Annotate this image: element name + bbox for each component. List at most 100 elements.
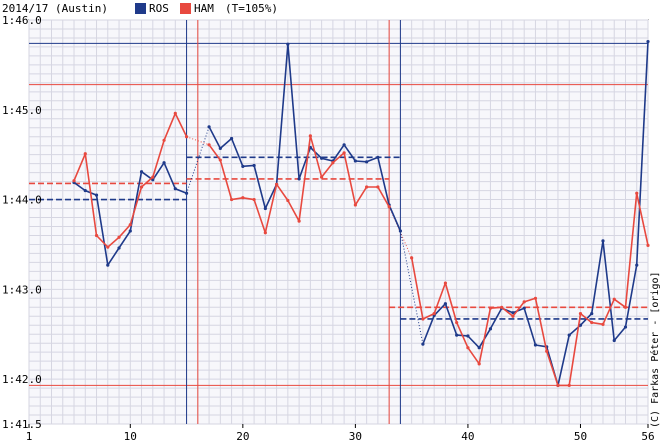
data-point-ham	[500, 305, 504, 309]
data-point-ham	[308, 134, 312, 138]
data-point-ros	[218, 146, 222, 150]
tick-labels: 1:41.5 1:42.0 1:43.0 1:44.0 1:45.0 1:46.0 1 10 2…	[2, 14, 655, 443]
data-point-ros	[635, 263, 639, 267]
data-point-ros	[511, 311, 515, 315]
data-point-ham	[320, 175, 324, 179]
data-point-ros	[455, 333, 459, 337]
data-point-ham	[466, 346, 470, 350]
data-point-ham	[162, 138, 166, 142]
data-point-ham	[151, 175, 155, 179]
data-point-ros	[590, 311, 594, 316]
data-point-ros	[342, 143, 346, 147]
data-point-ham	[477, 362, 481, 366]
legend-swatch-ham	[180, 3, 191, 14]
data-point-ros	[286, 42, 290, 46]
data-point-ros	[601, 239, 605, 243]
data-point-ham	[128, 223, 132, 227]
data-point-ham	[612, 297, 616, 301]
data-point-ros	[488, 327, 493, 331]
x-tick-label: 1	[26, 430, 33, 443]
y-tick-label: 1:42.0	[2, 373, 42, 386]
gap-link-ham	[186, 136, 210, 146]
data-point-ros	[533, 343, 538, 347]
data-point-ham	[601, 322, 605, 326]
data-point-ros	[477, 346, 481, 350]
data-point-ham	[331, 161, 335, 165]
data-point-ros	[578, 323, 583, 327]
data-point-ham	[173, 111, 177, 115]
data-point-ham	[522, 300, 526, 304]
data-point-ros	[252, 163, 256, 168]
data-point-ros	[162, 161, 166, 165]
legend-swatch-ros	[135, 3, 146, 14]
data-point-ham	[421, 317, 425, 321]
series-line-ham	[410, 192, 649, 387]
gap-link-ros	[399, 230, 424, 345]
pit-stop-lines	[186, 20, 401, 424]
data-point-ham	[511, 314, 515, 318]
data-point-ham	[376, 185, 380, 189]
legend-label-ros: ROS	[149, 2, 169, 15]
stint-averages	[29, 156, 648, 320]
data-point-ham	[252, 197, 256, 202]
data-point-ham	[488, 306, 493, 310]
data-point-ros	[83, 188, 87, 193]
data-point-ham	[635, 191, 639, 195]
x-tick-label: 40	[461, 430, 474, 443]
data-point-ham	[578, 311, 583, 316]
data-point-ham	[94, 233, 99, 238]
data-point-ham	[218, 158, 222, 162]
data-point-ham	[139, 185, 144, 189]
data-point-ros	[297, 177, 301, 181]
data-point-ros	[365, 160, 369, 164]
data-point-ham	[533, 296, 538, 300]
data-point-ham	[297, 219, 301, 223]
y-tick-label: 1:44.0	[2, 194, 42, 207]
data-point-ros	[421, 342, 425, 346]
data-point-ros	[184, 191, 189, 195]
data-point-ham	[365, 185, 369, 189]
reference-lines	[29, 42, 648, 386]
data-point-ham	[241, 196, 245, 200]
series-line-ros	[208, 43, 402, 232]
y-tick-label: 1:45.0	[2, 104, 42, 117]
data-point-ham	[623, 305, 628, 309]
data-point-ros	[646, 39, 650, 44]
chart-header: 2014/17 (Austin) ROS HAM (T=105%)	[2, 2, 278, 15]
data-point-ros	[229, 136, 234, 141]
data-point-ham	[410, 256, 414, 260]
data-point-ros	[443, 302, 448, 306]
data-point-ros	[117, 246, 121, 250]
data-point-ham	[72, 179, 76, 183]
data-point-ros	[353, 159, 357, 163]
plot-area	[28, 19, 649, 425]
data-point-ros	[139, 170, 144, 174]
data-point-ham	[567, 383, 571, 387]
data-point-ros	[173, 187, 177, 191]
data-point-ros	[106, 263, 110, 267]
x-tick-label: 20	[236, 430, 249, 443]
data-point-ham	[353, 203, 357, 207]
data-point-ros	[94, 193, 99, 197]
data-point-ham	[263, 231, 267, 235]
x-tick-label: 50	[574, 430, 587, 443]
x-tick-label: 56	[641, 430, 654, 443]
data-point-ros	[151, 178, 155, 182]
data-point-ros	[263, 206, 267, 211]
data-point-ham	[286, 198, 290, 203]
chart-title: 2014/17 (Austin)	[2, 2, 108, 15]
data-point-ham	[83, 152, 87, 156]
data-point-ham	[646, 243, 650, 247]
data-point-ros	[398, 229, 402, 233]
data-point-ham	[229, 197, 234, 202]
data-point-ham	[387, 205, 391, 209]
data-point-ham	[184, 135, 189, 139]
data-point-ros	[466, 334, 470, 338]
x-tick-label: 30	[349, 430, 362, 443]
data-point-ham	[117, 235, 121, 239]
data-point-ros	[320, 156, 324, 160]
data-point-ros	[376, 155, 380, 159]
data-point-ham	[455, 320, 459, 325]
data-point-ham	[590, 320, 594, 325]
